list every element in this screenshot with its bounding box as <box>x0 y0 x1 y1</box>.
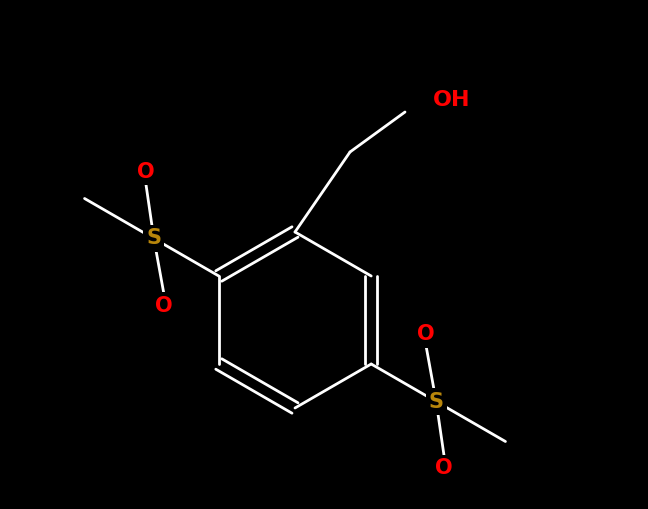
Text: S: S <box>146 229 161 248</box>
Text: O: O <box>137 161 155 182</box>
Text: O: O <box>435 459 453 478</box>
Text: OH: OH <box>433 90 470 110</box>
Text: O: O <box>417 325 435 345</box>
Text: O: O <box>155 296 172 316</box>
Text: S: S <box>429 391 444 411</box>
